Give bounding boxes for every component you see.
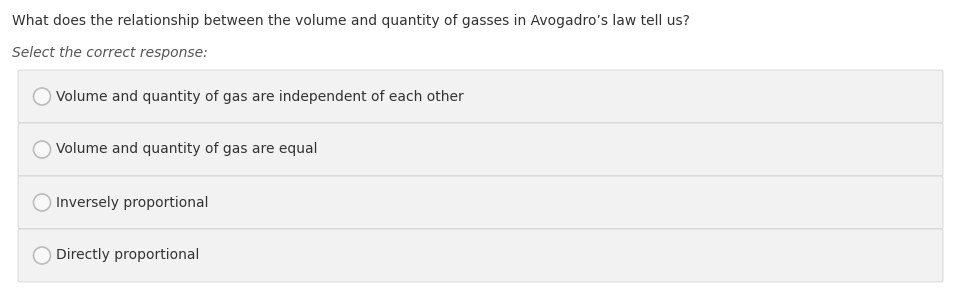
Ellipse shape	[34, 88, 51, 105]
Text: Volume and quantity of gas are independent of each other: Volume and quantity of gas are independe…	[57, 89, 464, 103]
FancyBboxPatch shape	[18, 176, 943, 229]
Text: Directly proportional: Directly proportional	[57, 248, 200, 263]
FancyBboxPatch shape	[18, 123, 943, 176]
Text: Select the correct response:: Select the correct response:	[12, 46, 208, 60]
FancyBboxPatch shape	[18, 229, 943, 282]
Text: Volume and quantity of gas are equal: Volume and quantity of gas are equal	[57, 143, 318, 156]
Ellipse shape	[34, 194, 51, 211]
Ellipse shape	[34, 247, 51, 264]
Text: Inversely proportional: Inversely proportional	[57, 196, 209, 210]
Ellipse shape	[34, 141, 51, 158]
FancyBboxPatch shape	[18, 70, 943, 123]
Text: What does the relationship between the volume and quantity of gasses in Avogadro: What does the relationship between the v…	[12, 14, 690, 28]
